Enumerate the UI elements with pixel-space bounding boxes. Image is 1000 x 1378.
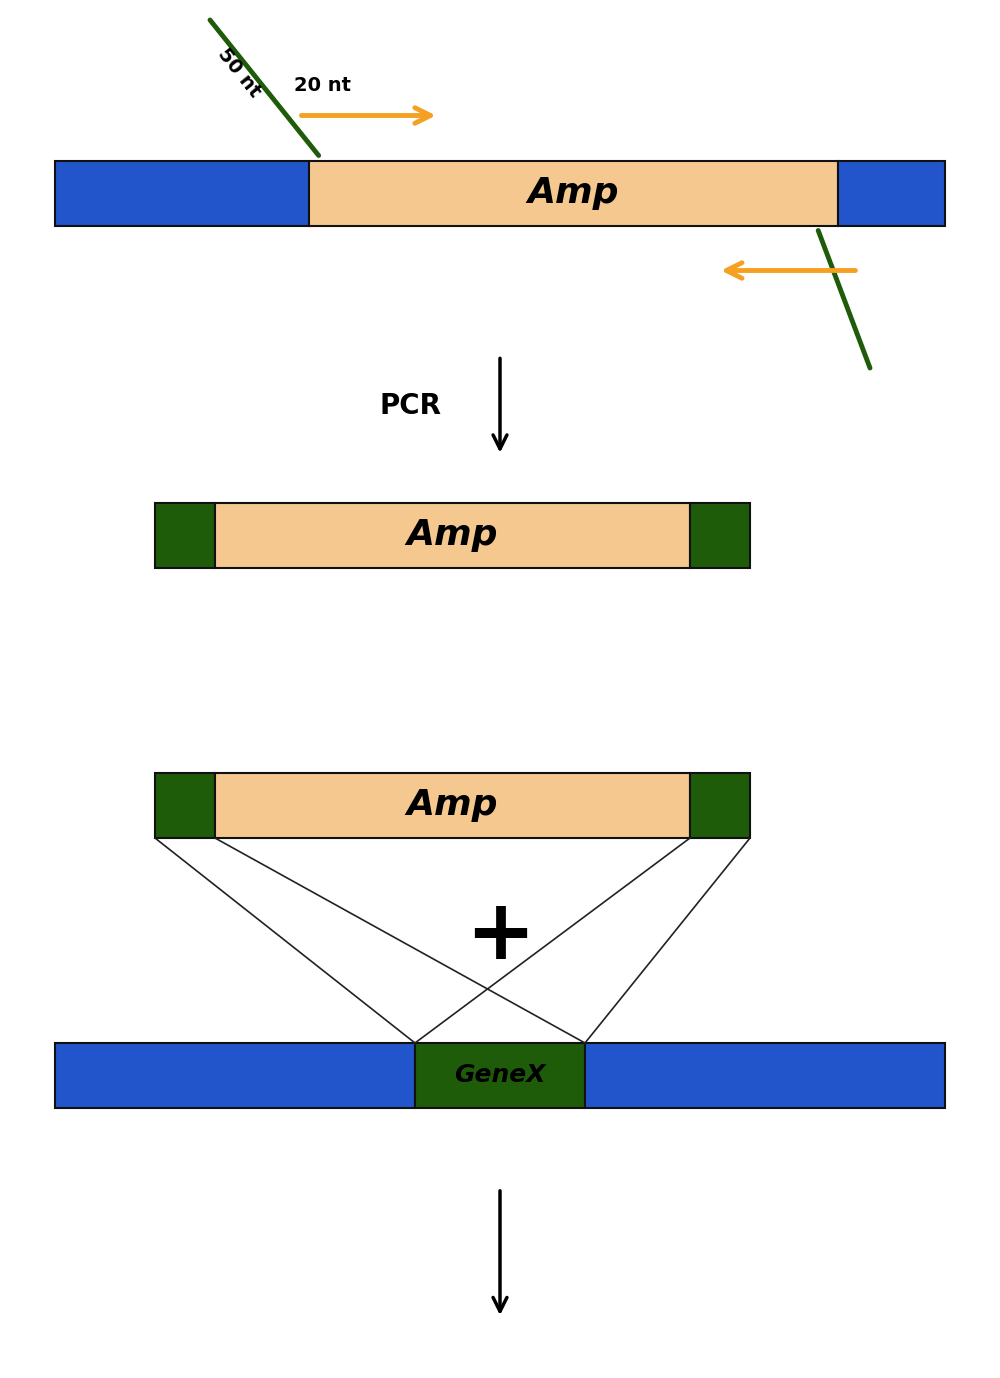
Bar (215, 503, 690, 568)
Bar (415, 1043, 585, 1108)
Bar (838, 160, 945, 226)
Text: 50 nt: 50 nt (214, 44, 265, 101)
Text: Amp: Amp (528, 176, 619, 209)
Text: GeneX: GeneX (454, 1064, 546, 1087)
Bar (690, 773, 750, 838)
Bar (55, 160, 309, 226)
Bar (309, 160, 838, 226)
Text: +: + (465, 894, 535, 976)
Text: Amp: Amp (407, 518, 498, 553)
Bar (155, 503, 215, 568)
Bar (585, 1043, 945, 1108)
Text: PCR: PCR (379, 391, 441, 419)
Text: Amp: Amp (407, 788, 498, 823)
Bar (690, 503, 750, 568)
Bar (215, 773, 690, 838)
Text: 20 nt: 20 nt (294, 76, 351, 95)
Bar (55, 1043, 415, 1108)
Bar (155, 773, 215, 838)
